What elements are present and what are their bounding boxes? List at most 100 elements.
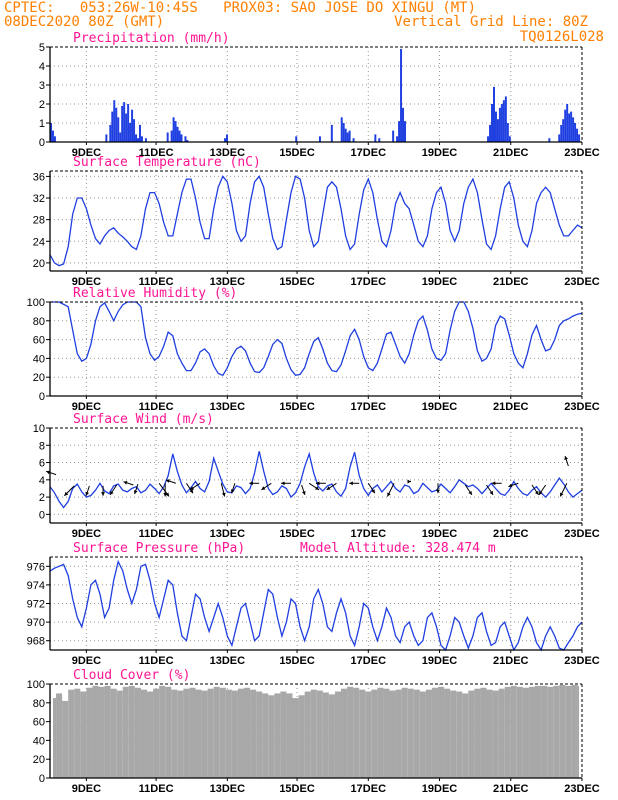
cloud-bar bbox=[419, 691, 426, 778]
cloud-bar bbox=[262, 693, 269, 778]
precip-bar bbox=[180, 134, 183, 142]
wind-arrow-head bbox=[165, 479, 170, 483]
y-tick-label: 28 bbox=[33, 215, 45, 227]
cloud-bar bbox=[231, 690, 238, 778]
wind-arrow-head bbox=[302, 491, 306, 495]
precip-bar bbox=[50, 123, 52, 142]
wind-arrow-head bbox=[64, 491, 69, 496]
x-tick-label: 13DEC bbox=[210, 401, 246, 413]
cloud-bar bbox=[98, 686, 105, 778]
wind-arrow-head bbox=[46, 470, 51, 475]
y-tick-label: 20 bbox=[33, 258, 45, 270]
panel-4: 0 2 4 6 8 10 9DEC 11DEC 13DEC 15DEC 17DEC 19DEC 21DE… bbox=[33, 412, 600, 540]
wind-arrow-head bbox=[539, 490, 543, 495]
wind-arrow-head bbox=[564, 456, 568, 460]
y-tick-label: 24 bbox=[33, 236, 45, 248]
precip-bar bbox=[186, 140, 189, 142]
wind-arrow-head bbox=[489, 490, 494, 495]
x-tick-label: 11DEC bbox=[139, 655, 174, 667]
series-line bbox=[49, 175, 583, 267]
precip-bar bbox=[144, 138, 147, 142]
precip-bar bbox=[574, 123, 577, 142]
precip-bar bbox=[137, 138, 139, 142]
x-tick-label: 19DEC bbox=[422, 276, 458, 288]
wind-arrow-head bbox=[349, 481, 353, 486]
precip-bar bbox=[400, 48, 403, 142]
precip-bar bbox=[226, 134, 228, 142]
cloud-bar bbox=[147, 691, 154, 778]
cloud-bar bbox=[171, 689, 178, 778]
precip-bar bbox=[489, 124, 492, 142]
cloud-bar bbox=[268, 695, 275, 778]
cloud-bar bbox=[74, 688, 81, 778]
cloud-bar bbox=[468, 690, 475, 778]
y-tick-label: 4 bbox=[39, 61, 45, 73]
wind-arrow-head bbox=[508, 483, 513, 488]
precip-bar bbox=[111, 111, 114, 142]
cloud-bar bbox=[347, 686, 354, 778]
precip-bar bbox=[493, 86, 495, 142]
x-tick-label: 19DEC bbox=[422, 401, 458, 413]
precip-bar bbox=[174, 121, 177, 142]
cloud-bar bbox=[565, 685, 572, 778]
precip-bar bbox=[170, 130, 173, 142]
precip-bar bbox=[564, 109, 567, 142]
wind-arrow-head bbox=[249, 481, 253, 486]
x-tick-label: 13DEC bbox=[210, 276, 246, 288]
y-tick-label: 20 bbox=[33, 754, 45, 766]
precip-bar bbox=[125, 113, 128, 142]
panel-5: 968 970 972 974 976 9DEC 11DEC 13DEC 15DEC 17DEC 1… bbox=[27, 541, 600, 667]
cloud-bar bbox=[286, 693, 293, 778]
y-tick-label: 972 bbox=[27, 599, 45, 611]
precip-bar bbox=[498, 107, 501, 142]
y-tick-label: 0 bbox=[39, 391, 45, 403]
x-tick-label: 15DEC bbox=[279, 528, 315, 540]
cloud-bar bbox=[116, 690, 123, 778]
cloud-bar bbox=[474, 688, 481, 778]
cloud-bar bbox=[110, 688, 117, 778]
cloud-bar bbox=[438, 686, 445, 778]
x-tick-label: 17DEC bbox=[351, 147, 387, 159]
y-tick-label: 80 bbox=[33, 316, 45, 328]
cloud-bar bbox=[207, 688, 214, 778]
wind-arrow-head bbox=[436, 489, 440, 494]
cloud-bar bbox=[480, 687, 487, 778]
header-grid-note: Vertical Grid Line: 80Z bbox=[394, 14, 588, 30]
y-tick-label: 3 bbox=[39, 80, 45, 92]
x-tick-label: 9DEC bbox=[72, 783, 101, 795]
x-tick-label: 15DEC bbox=[279, 276, 315, 288]
cloud-bar bbox=[547, 686, 554, 778]
y-tick-label: 0 bbox=[39, 137, 45, 149]
cloud-bar bbox=[492, 690, 499, 778]
cloud-bar bbox=[486, 689, 493, 778]
precip-bar bbox=[562, 119, 565, 142]
cloud-bar bbox=[383, 688, 390, 778]
cloud-bar bbox=[359, 689, 366, 778]
precip-bar bbox=[105, 134, 108, 142]
y-tick-label: 5 bbox=[39, 42, 45, 54]
precip-bar bbox=[570, 111, 573, 142]
panel-1: 0 1 2 3 4 5 9DEC 11DEC 13DEC 15DEC 17DEC 19DEC 21DEC… bbox=[39, 31, 600, 159]
precip-bar bbox=[566, 104, 569, 142]
wind-arrow-head bbox=[133, 490, 138, 494]
precip-bar bbox=[121, 105, 124, 142]
cloud-bar bbox=[153, 688, 160, 778]
panel-3: 0 20 40 60 80 100 9DEC 11DEC 13DEC 15DEC 17DEC 19DE… bbox=[27, 286, 600, 413]
y-tick-label: 0 bbox=[39, 773, 45, 785]
x-tick-label: 9DEC bbox=[72, 401, 101, 413]
cloud-bar bbox=[62, 700, 69, 778]
cloud-bar bbox=[219, 687, 226, 778]
y-tick-label: 60 bbox=[33, 335, 45, 347]
series-line bbox=[50, 301, 583, 377]
precip-bar bbox=[548, 138, 551, 142]
wind-arrow-head bbox=[110, 490, 114, 495]
cloud-bar bbox=[183, 688, 190, 778]
cloud-bar bbox=[237, 688, 245, 778]
cloud-bar bbox=[56, 693, 63, 778]
y-tick-label: 100 bbox=[27, 297, 45, 309]
cloud-bar bbox=[213, 686, 220, 778]
cloud-bar bbox=[310, 689, 317, 778]
cloud-bar bbox=[450, 690, 457, 778]
wind-arrow-head bbox=[123, 481, 128, 485]
cloud-bar bbox=[504, 686, 511, 778]
